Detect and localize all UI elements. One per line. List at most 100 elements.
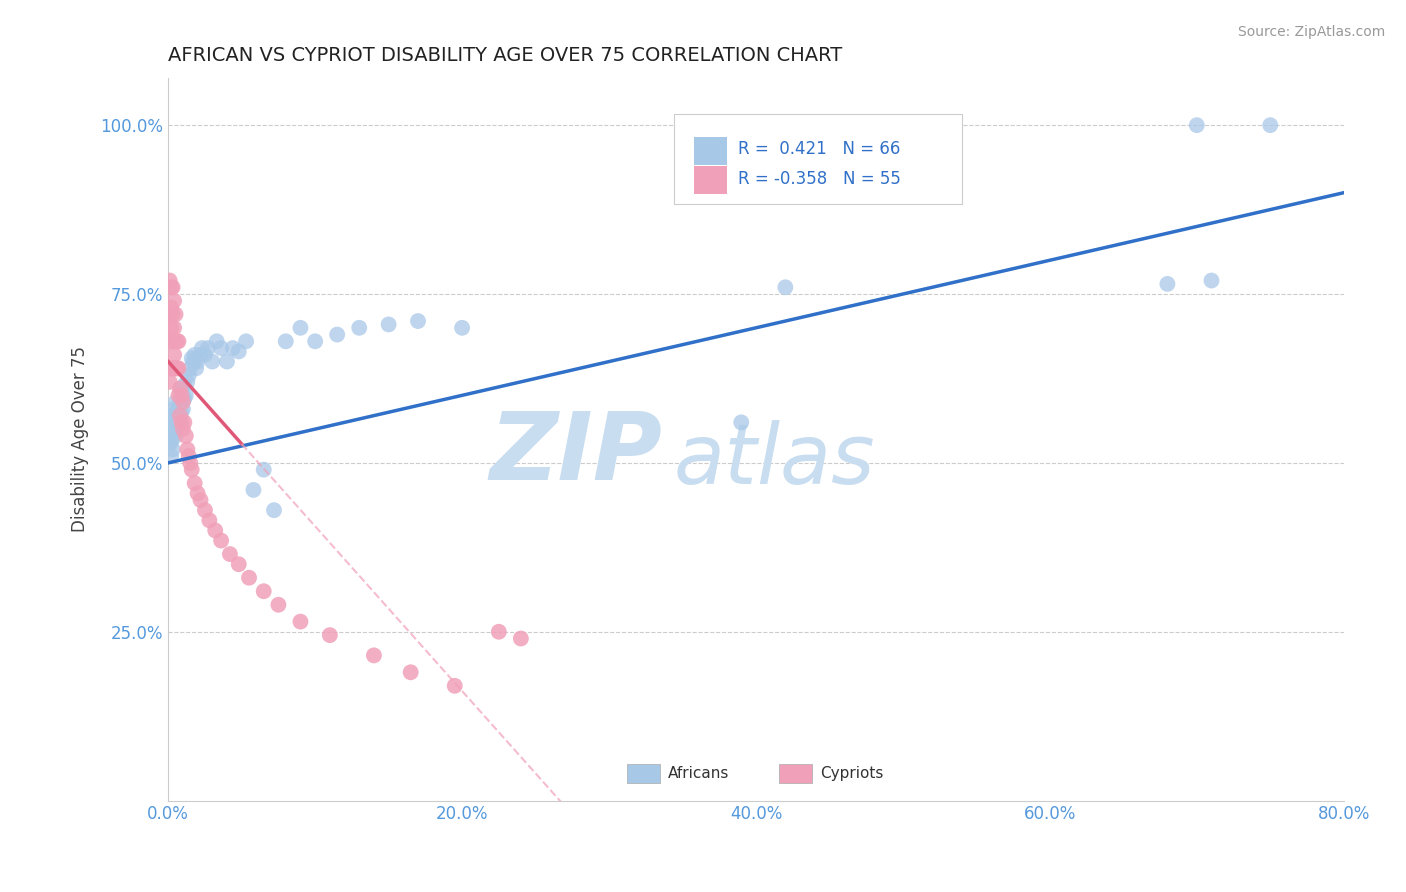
Point [228,344,250,359]
Point [1201,273,1223,287]
Point [177,449,200,463]
Point [162,442,184,457]
FancyBboxPatch shape [673,114,962,204]
Point [165,395,187,409]
Point [165,307,187,321]
Point [181,354,204,368]
Point [347,320,370,334]
Point [179,456,201,470]
Point [509,632,531,646]
Point [172,401,194,416]
Point [173,416,195,430]
Point [169,409,191,423]
Point [219,547,242,561]
Point [163,348,186,362]
Point [159,416,181,430]
Point [170,382,193,396]
Point [242,483,264,497]
Point [326,327,349,342]
Point [183,348,205,362]
Point [167,401,190,416]
Point [160,435,183,450]
Text: R =  0.421   N = 66: R = 0.421 N = 66 [738,140,901,159]
Point [166,418,188,433]
Point [159,409,181,423]
Point [162,418,184,433]
Point [406,314,429,328]
Point [179,361,201,376]
Text: R = -0.358   N = 55: R = -0.358 N = 55 [738,170,901,188]
Point [160,422,183,436]
Point [169,382,191,396]
Point [172,422,194,436]
Point [215,354,238,368]
Point [160,301,183,315]
Point [176,442,198,457]
Point [165,429,187,443]
Point [160,361,183,376]
Point [290,320,312,334]
Point [184,361,207,376]
Point [165,334,187,349]
Point [187,354,209,368]
Point [176,375,198,389]
Point [162,429,184,443]
Point [162,280,184,294]
Point [159,307,181,321]
Point [172,395,194,409]
Text: Africans: Africans [668,765,730,780]
Point [160,320,183,334]
Point [488,624,510,639]
Point [173,378,195,392]
Point [1258,118,1281,132]
Point [163,293,186,308]
Point [159,334,181,349]
Point [167,334,190,349]
Point [191,341,214,355]
Point [319,628,342,642]
Point [183,476,205,491]
Text: AFRICAN VS CYPRIOT DISABILITY AGE OVER 75 CORRELATION CHART: AFRICAN VS CYPRIOT DISABILITY AGE OVER 7… [169,46,842,65]
Bar [627,764,659,782]
Y-axis label: Disability Age Over 75: Disability Age Over 75 [72,346,89,533]
Point [170,405,193,419]
Point [775,280,797,294]
Point [170,416,193,430]
Point [162,361,184,376]
Point [190,348,212,362]
Point [174,388,197,402]
Point [205,334,228,349]
Point [169,395,191,409]
Point [167,388,190,402]
Point [267,598,290,612]
Point [166,405,188,419]
Point [162,416,184,430]
Point [163,425,186,440]
Point [160,280,183,294]
Point [399,665,422,680]
Point [222,341,245,355]
Text: Source: ZipAtlas.com: Source: ZipAtlas.com [1237,25,1385,39]
Point [235,334,257,349]
Point [163,320,186,334]
Point [180,351,202,366]
Point [165,361,187,376]
Point [163,361,186,376]
Point [180,463,202,477]
Point [290,615,312,629]
Point [194,503,217,517]
Point [204,524,226,538]
Point [197,341,219,355]
Point [172,388,194,402]
Point [159,375,181,389]
Bar [693,137,727,165]
Point [159,273,181,287]
Point [209,341,232,355]
Point [177,368,200,382]
Point [165,416,187,430]
Point [451,320,474,334]
Point [159,435,181,450]
Point [160,429,183,443]
Point [162,307,184,321]
Bar [779,764,813,782]
